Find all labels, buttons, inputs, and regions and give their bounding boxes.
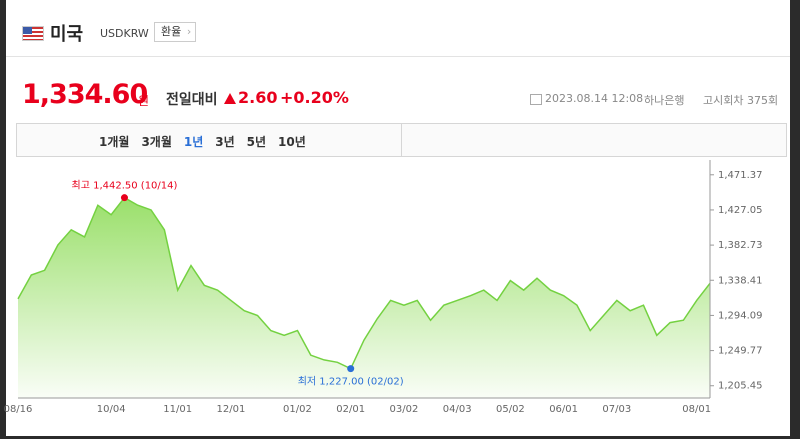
x-tick-label: 08/01 bbox=[682, 404, 711, 415]
area bbox=[18, 197, 710, 398]
divider bbox=[6, 56, 790, 57]
up-arrow bbox=[224, 93, 236, 104]
x-tick-label: 03/02 bbox=[390, 404, 419, 415]
x-tick-label: 12/01 bbox=[217, 404, 246, 415]
x-tick-label: 04/03 bbox=[443, 404, 472, 415]
rate-button-label[interactable]: 환율 bbox=[161, 25, 182, 38]
country: 미국 bbox=[50, 24, 84, 45]
notice-round: 고시회차 375회 bbox=[703, 94, 779, 107]
y-tick-label: 1,382.73 bbox=[718, 240, 763, 251]
tab[interactable]: 1년 bbox=[183, 135, 204, 149]
change: 2.60 bbox=[238, 88, 278, 107]
tab[interactable]: 10년 bbox=[278, 135, 306, 149]
x-tick-label: 11/01 bbox=[163, 404, 192, 415]
change-pct: +0.20% bbox=[280, 88, 349, 107]
y-tick-label: 1,471.37 bbox=[718, 170, 763, 181]
price: 1,334.60 bbox=[22, 79, 148, 110]
tab[interactable]: 5년 bbox=[246, 135, 267, 149]
tab-bar: 1개월 3개월 1년 3년 5년 10년 bbox=[16, 123, 787, 157]
x-tick-label: 08/16 bbox=[4, 404, 33, 415]
x-tick-label: 10/04 bbox=[97, 404, 126, 415]
x-tick-label: 06/01 bbox=[549, 404, 578, 415]
calendar-icon bbox=[530, 94, 542, 105]
bank: 하나은행 bbox=[644, 94, 685, 107]
y-tick-label: 1,338.41 bbox=[718, 275, 763, 286]
extreme-label: 최고 1,442.50 (10/14) bbox=[72, 180, 178, 192]
x-tick-label: 02/01 bbox=[336, 404, 365, 415]
code: USDKRW bbox=[100, 27, 149, 40]
x-tick-label: 07/03 bbox=[602, 404, 631, 415]
rate-button[interactable]: 환율 › bbox=[154, 22, 197, 42]
x-tick-label: 05/02 bbox=[496, 404, 525, 415]
tab[interactable]: 3년 bbox=[215, 135, 235, 149]
datetime: 2023.08.14 12:08 bbox=[545, 92, 644, 105]
change-label: 전일대비 bbox=[166, 92, 218, 108]
extreme-label: 최저 1,227.00 (02/02) bbox=[298, 376, 404, 388]
flag bbox=[22, 26, 44, 41]
line bbox=[17, 196, 711, 370]
extreme-point bbox=[347, 365, 355, 373]
price-unit: 원 bbox=[138, 94, 150, 108]
extreme-point bbox=[120, 194, 128, 202]
tab[interactable]: 3개월 bbox=[141, 135, 172, 149]
y-tick-label: 1,294.09 bbox=[718, 310, 763, 321]
tab[interactable]: 1개월 bbox=[99, 135, 130, 149]
y-tick-label: 1,205.45 bbox=[718, 381, 763, 392]
y-tick-label: 1,427.05 bbox=[718, 205, 763, 216]
x-tick-label: 01/02 bbox=[283, 404, 312, 415]
y-tick-label: 1,249.77 bbox=[718, 346, 763, 357]
